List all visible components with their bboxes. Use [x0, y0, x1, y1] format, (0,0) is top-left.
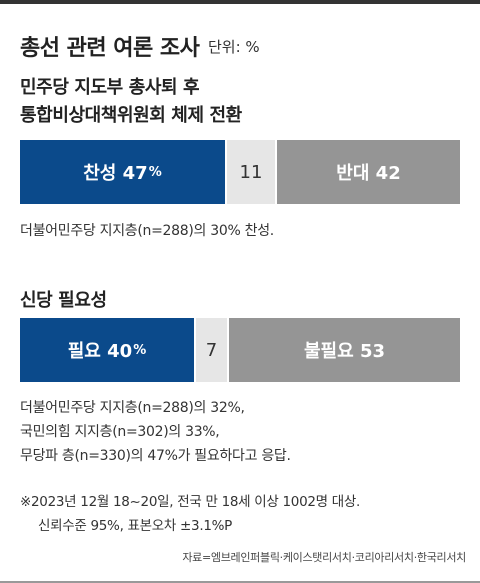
percent-sign: % [148, 164, 162, 180]
bar-1-segment-neutral: 11 [227, 140, 275, 204]
bar-2-unneeded-name: 불필요 [303, 341, 354, 362]
bar-2-needed-name: 필요 [67, 341, 101, 362]
question-1-title: 민주당 지도부 총사퇴 후 통합비상대책위원회 체제 전환 [20, 74, 242, 130]
stacked-bar-1: 찬성 47% 11 반대 42 [20, 140, 460, 204]
chart-title: 총선 관련 여론 조사 [20, 36, 200, 61]
stacked-bar-2: 필요 40% 7 불필요 53 [20, 318, 460, 382]
question-2-note-line: 더불어민주당 지지층(n=288)의 32%, [20, 400, 245, 416]
bar-2-neutral-value: 7 [205, 339, 218, 361]
bar-1-agree-value: 47 [122, 163, 148, 184]
bar-2-unneeded-label: 불필요 53 [304, 337, 385, 363]
question-2-note-line: 무당파 층(n=330)의 47%가 필요하다고 응답. [20, 448, 291, 464]
survey-footnote: ※2023년 12월 18~20일, 전국 만 18세 이상 1002명 대상.… [20, 490, 360, 538]
footnote-line-2: 신뢰수준 95%, 표본오차 ±3.1%P [38, 518, 232, 534]
bar-1-neutral-value: 11 [239, 161, 263, 183]
bar-2-needed-label: 필요 40 [68, 337, 132, 363]
bar-2-segment-unneeded: 불필요 53 [229, 318, 460, 382]
bar-2-segment-neutral: 7 [196, 318, 227, 382]
bar-2-segment-needed: 필요 40% [20, 318, 194, 382]
question-1-note: 더불어민주당 지지층(n=288)의 30% 찬성. [20, 223, 274, 239]
question-1-line-1: 민주당 지도부 총사퇴 후 [20, 77, 200, 98]
bar-2-unneeded-value: 53 [359, 341, 386, 362]
bar-2-needed-value: 40 [107, 341, 133, 362]
bar-1-disagree-value: 42 [375, 163, 401, 184]
bottom-rule [0, 581, 480, 583]
unit-label: 단위: % [208, 38, 260, 56]
bar-1-segment-agree: 찬성 47% [20, 140, 225, 204]
question-2-note: 더불어민주당 지지층(n=288)의 32%, 국민의힘 지지층(n=302)의… [20, 396, 291, 468]
source-credit: 자료=엠브레인퍼블릭·케이스탯리서치·코리아리서치·한국리서치 [182, 551, 466, 564]
bar-1-segment-disagree: 반대 42 [277, 140, 460, 204]
bar-1-disagree-name: 반대 [336, 163, 370, 184]
question-1-line-2: 통합비상대책위원회 체제 전환 [20, 105, 242, 126]
footnote-line-1: ※2023년 12월 18~20일, 전국 만 18세 이상 1002명 대상. [20, 494, 361, 510]
question-2-note-line: 국민의힘 지지층(n=302)의 33%, [20, 424, 220, 440]
bar-1-agree-name: 찬성 [83, 163, 117, 184]
question-2-title: 신당 필요성 [20, 290, 107, 311]
bar-1-disagree-label: 반대 42 [336, 159, 400, 185]
top-rule [0, 0, 480, 4]
bar-1-agree-label: 찬성 47 [83, 159, 147, 185]
percent-sign: % [133, 342, 147, 358]
